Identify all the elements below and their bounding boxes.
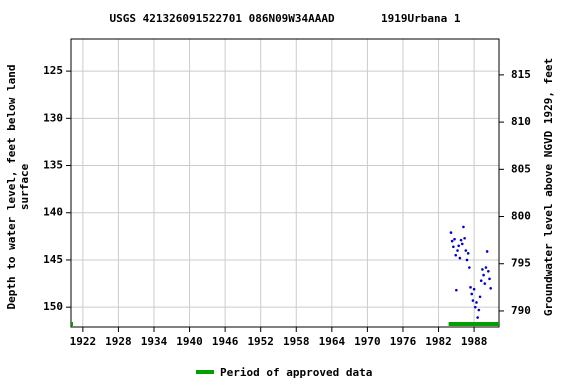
- data-point: [460, 242, 464, 246]
- data-point: [458, 256, 462, 260]
- x-tick-label: 1952: [247, 335, 274, 348]
- approved-period: [71, 322, 73, 326]
- y2-axis-label: Groundwater level above NGVD 1929, feet: [542, 58, 555, 316]
- y2-tick-label: 800: [511, 210, 531, 223]
- x-tick-label: 1940: [176, 335, 203, 348]
- y-tick-label: 125: [43, 64, 63, 77]
- data-point: [481, 268, 484, 271]
- data-point: [487, 269, 490, 273]
- data-point: [478, 295, 482, 299]
- y-tick-label: 150: [43, 300, 63, 313]
- data-point: [475, 301, 478, 304]
- data-point: [449, 231, 453, 234]
- data-point: [479, 279, 483, 283]
- data-point: [463, 236, 466, 240]
- y-tick-label: 130: [43, 111, 63, 124]
- y-axis-label: surface: [18, 163, 31, 210]
- data-point: [482, 273, 485, 277]
- x-tick-label: 1934: [141, 335, 168, 348]
- data-point: [483, 282, 487, 285]
- chart-title: USGS 421326091522701 086N09W34AAAD 1919U…: [110, 12, 461, 25]
- data-point: [468, 266, 471, 269]
- y2-tick-label: 810: [511, 115, 531, 128]
- data-point: [464, 249, 468, 252]
- data-point: [488, 277, 491, 281]
- y2-tick-label: 815: [511, 68, 531, 81]
- data-point: [476, 316, 479, 319]
- x-tick-label: 1964: [319, 335, 346, 348]
- data-point: [473, 305, 477, 309]
- data-point: [484, 266, 488, 269]
- x-tick-label: 1970: [354, 335, 381, 348]
- data-point: [453, 237, 456, 241]
- x-tick-label: 1982: [425, 335, 452, 348]
- approved-period: [448, 322, 499, 326]
- y-tick-label: 135: [43, 159, 63, 172]
- x-tick-label: 1976: [390, 335, 417, 348]
- x-tick-label: 1958: [283, 335, 310, 348]
- data-point: [470, 292, 474, 296]
- data-point: [457, 244, 460, 248]
- data-point: [455, 288, 458, 292]
- y-axis-label: Depth to water level, feet below land: [5, 64, 18, 309]
- data-point: [454, 253, 458, 257]
- y2-tick-label: 805: [511, 162, 531, 175]
- x-tick-label: 1988: [461, 335, 488, 348]
- data-point: [456, 249, 459, 252]
- y2-tick-label: 790: [511, 304, 531, 317]
- data-point: [471, 299, 475, 302]
- data-point: [450, 239, 454, 243]
- data-point: [477, 308, 481, 312]
- data-point: [465, 258, 469, 262]
- legend-label: Period of approved data: [220, 366, 372, 379]
- data-point: [469, 286, 472, 289]
- data-point: [466, 252, 470, 255]
- plot-frame: [70, 38, 500, 328]
- data-point: [462, 225, 465, 229]
- y-tick-label: 145: [43, 253, 63, 266]
- data-point: [489, 286, 493, 290]
- data-point: [452, 245, 455, 249]
- data-point: [472, 287, 476, 291]
- y-tick-label: 140: [43, 206, 63, 219]
- x-tick-label: 1922: [70, 335, 97, 348]
- data-point: [485, 250, 489, 253]
- data-point: [459, 238, 463, 242]
- x-tick-label: 1946: [212, 335, 239, 348]
- x-tick-label: 1928: [105, 335, 132, 348]
- y2-tick-label: 795: [511, 257, 531, 270]
